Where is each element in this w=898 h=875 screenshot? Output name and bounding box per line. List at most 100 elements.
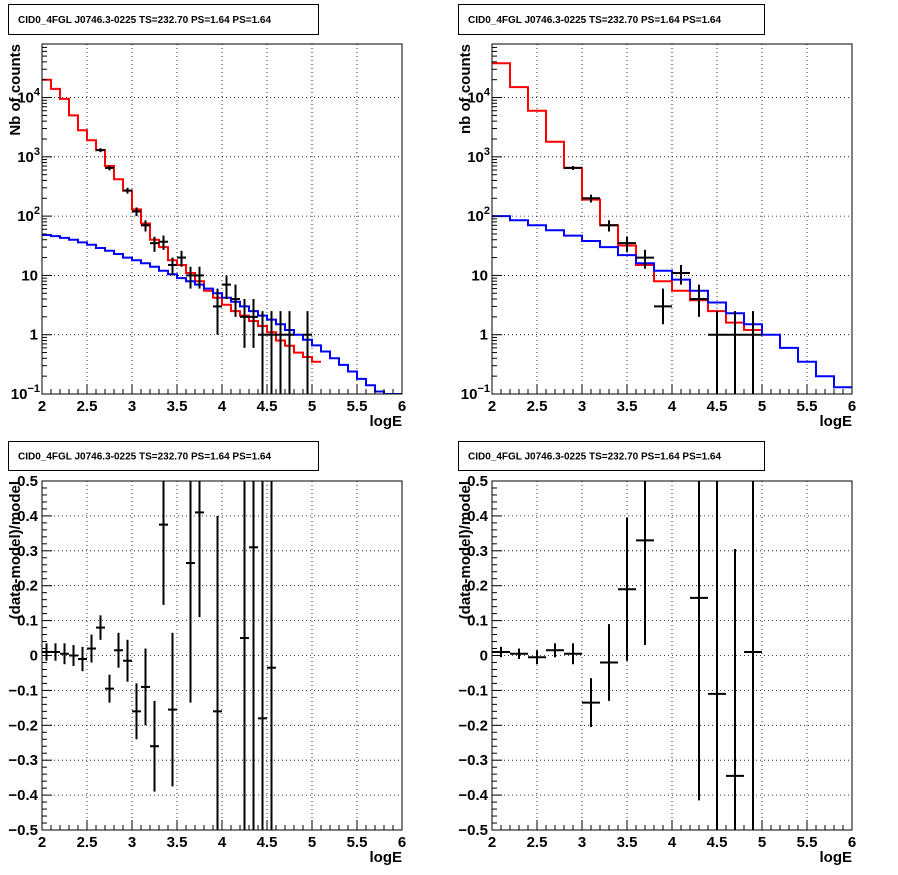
data-point bbox=[168, 632, 177, 787]
data-point bbox=[105, 674, 114, 703]
data-point bbox=[600, 624, 618, 701]
x-tick-label: 6 bbox=[848, 398, 856, 415]
x-tick-label: 3 bbox=[128, 398, 136, 415]
data-point bbox=[213, 288, 222, 335]
data-point bbox=[258, 311, 267, 394]
y-tick-label: 1 bbox=[480, 327, 488, 344]
data-point bbox=[195, 481, 204, 618]
data-point bbox=[60, 643, 69, 665]
x-ticks bbox=[491, 384, 853, 394]
chart-title: CID0_4FGL J0746.3-0225 TS=232.70 PS=1.64… bbox=[468, 452, 721, 463]
panel-3: CID0_4FGL J0746.3-0225 TS=232.70 PS=1.64… bbox=[7, 441, 406, 866]
x-tick-label: 4 bbox=[218, 834, 227, 851]
data-point bbox=[105, 165, 114, 171]
data-point bbox=[618, 517, 636, 661]
data-point bbox=[285, 311, 294, 394]
x-axis-label: logE bbox=[820, 849, 853, 866]
x-tick-label: 4 bbox=[218, 398, 227, 415]
data-point bbox=[636, 249, 654, 269]
title-box bbox=[458, 441, 765, 471]
y-tick-label: 0.2 bbox=[467, 578, 488, 595]
data-point bbox=[690, 481, 708, 801]
x-tick-label: 5 bbox=[758, 834, 766, 851]
y-tick-label: 1 bbox=[30, 327, 38, 344]
data-point bbox=[582, 678, 600, 728]
x-tick-label: 2 bbox=[38, 834, 46, 851]
panel-4: CID0_4FGL J0746.3-0225 TS=232.70 PS=1.64… bbox=[457, 441, 856, 866]
y-axis-label: (data-model)/model bbox=[457, 481, 474, 619]
data-point bbox=[708, 311, 726, 394]
data-point bbox=[213, 515, 222, 830]
data-point bbox=[51, 643, 60, 661]
y-tick-label: −0.1 bbox=[458, 682, 488, 699]
y-axis-label: nb of counts bbox=[457, 44, 474, 134]
x-tick-label: 5.5 bbox=[347, 834, 368, 851]
x-tick-label: 5.5 bbox=[797, 834, 818, 851]
data-point bbox=[582, 194, 600, 203]
data-point bbox=[672, 264, 690, 285]
x-tick-label: 3.5 bbox=[167, 834, 188, 851]
panel-1: CID0_4FGL J0746.3-0225 TS=232.70 PS=1.64… bbox=[7, 4, 406, 430]
data-point bbox=[636, 481, 654, 646]
data-point bbox=[150, 236, 159, 252]
x-tick-label: 3.5 bbox=[617, 398, 638, 415]
y-tick-label: 0.5 bbox=[17, 473, 38, 490]
title-box bbox=[458, 4, 765, 35]
x-tick-label: 3.5 bbox=[167, 398, 188, 415]
data-point bbox=[87, 634, 96, 663]
x-axis-label: logE bbox=[370, 413, 403, 430]
data-point bbox=[249, 299, 258, 348]
y-tick-label: 10 bbox=[471, 267, 488, 284]
data-point bbox=[132, 207, 141, 217]
data-point bbox=[96, 148, 105, 153]
x-tick-label: 4 bbox=[668, 398, 677, 415]
data-point bbox=[141, 220, 150, 232]
y-tick-label: 0.1 bbox=[17, 613, 38, 630]
x-tick-label: 2.5 bbox=[527, 834, 548, 851]
data-point bbox=[690, 284, 708, 317]
y-tick-label: 103 bbox=[467, 146, 490, 166]
y-tick-label: 0.3 bbox=[467, 543, 488, 560]
x-tick-label: 4 bbox=[668, 834, 677, 851]
x-tick-label: 2 bbox=[488, 398, 496, 415]
data-point bbox=[69, 645, 78, 666]
grid bbox=[492, 44, 852, 394]
y-tick-label: −0.3 bbox=[458, 752, 488, 769]
data-point bbox=[42, 643, 51, 661]
y-tick-label: −0.2 bbox=[8, 717, 38, 734]
grid bbox=[492, 481, 852, 830]
y-axis-label: Nb of counts bbox=[7, 44, 24, 136]
y-ticks bbox=[492, 43, 502, 395]
data-point bbox=[186, 266, 195, 289]
x-tick-label: 4.5 bbox=[707, 398, 728, 415]
y-ticks bbox=[42, 480, 52, 831]
data-point bbox=[510, 648, 528, 659]
x-tick-label: 6 bbox=[398, 398, 406, 415]
data-point bbox=[726, 311, 744, 394]
data-point bbox=[240, 299, 249, 348]
data-point bbox=[249, 481, 258, 830]
data-point bbox=[132, 683, 141, 740]
x-ticks bbox=[491, 820, 853, 830]
y-tick-label: 102 bbox=[467, 205, 490, 225]
y-tick-label: −0.4 bbox=[458, 787, 488, 804]
y-tick-label: 0.3 bbox=[17, 543, 38, 560]
data-point bbox=[186, 481, 195, 703]
panel-2: CID0_4FGL J0746.3-0225 TS=232.70 PS=1.64… bbox=[457, 4, 856, 430]
data-point bbox=[744, 311, 762, 394]
data-point bbox=[96, 615, 105, 640]
y-axis-label: (data-model)/model bbox=[7, 481, 24, 619]
x-tick-label: 5 bbox=[308, 398, 316, 415]
x-tick-label: 3 bbox=[578, 834, 586, 851]
chart-title: CID0_4FGL J0746.3-0225 TS=232.70 PS=1.64… bbox=[468, 15, 721, 26]
data-point bbox=[258, 481, 267, 830]
title-box bbox=[8, 4, 319, 35]
grid bbox=[42, 481, 402, 830]
data-point bbox=[726, 549, 744, 830]
x-tick-label: 5.5 bbox=[797, 398, 818, 415]
data-point bbox=[168, 257, 177, 276]
x-tick-label: 3.5 bbox=[617, 834, 638, 851]
x-tick-label: 2.5 bbox=[77, 834, 98, 851]
data-point bbox=[564, 166, 582, 170]
